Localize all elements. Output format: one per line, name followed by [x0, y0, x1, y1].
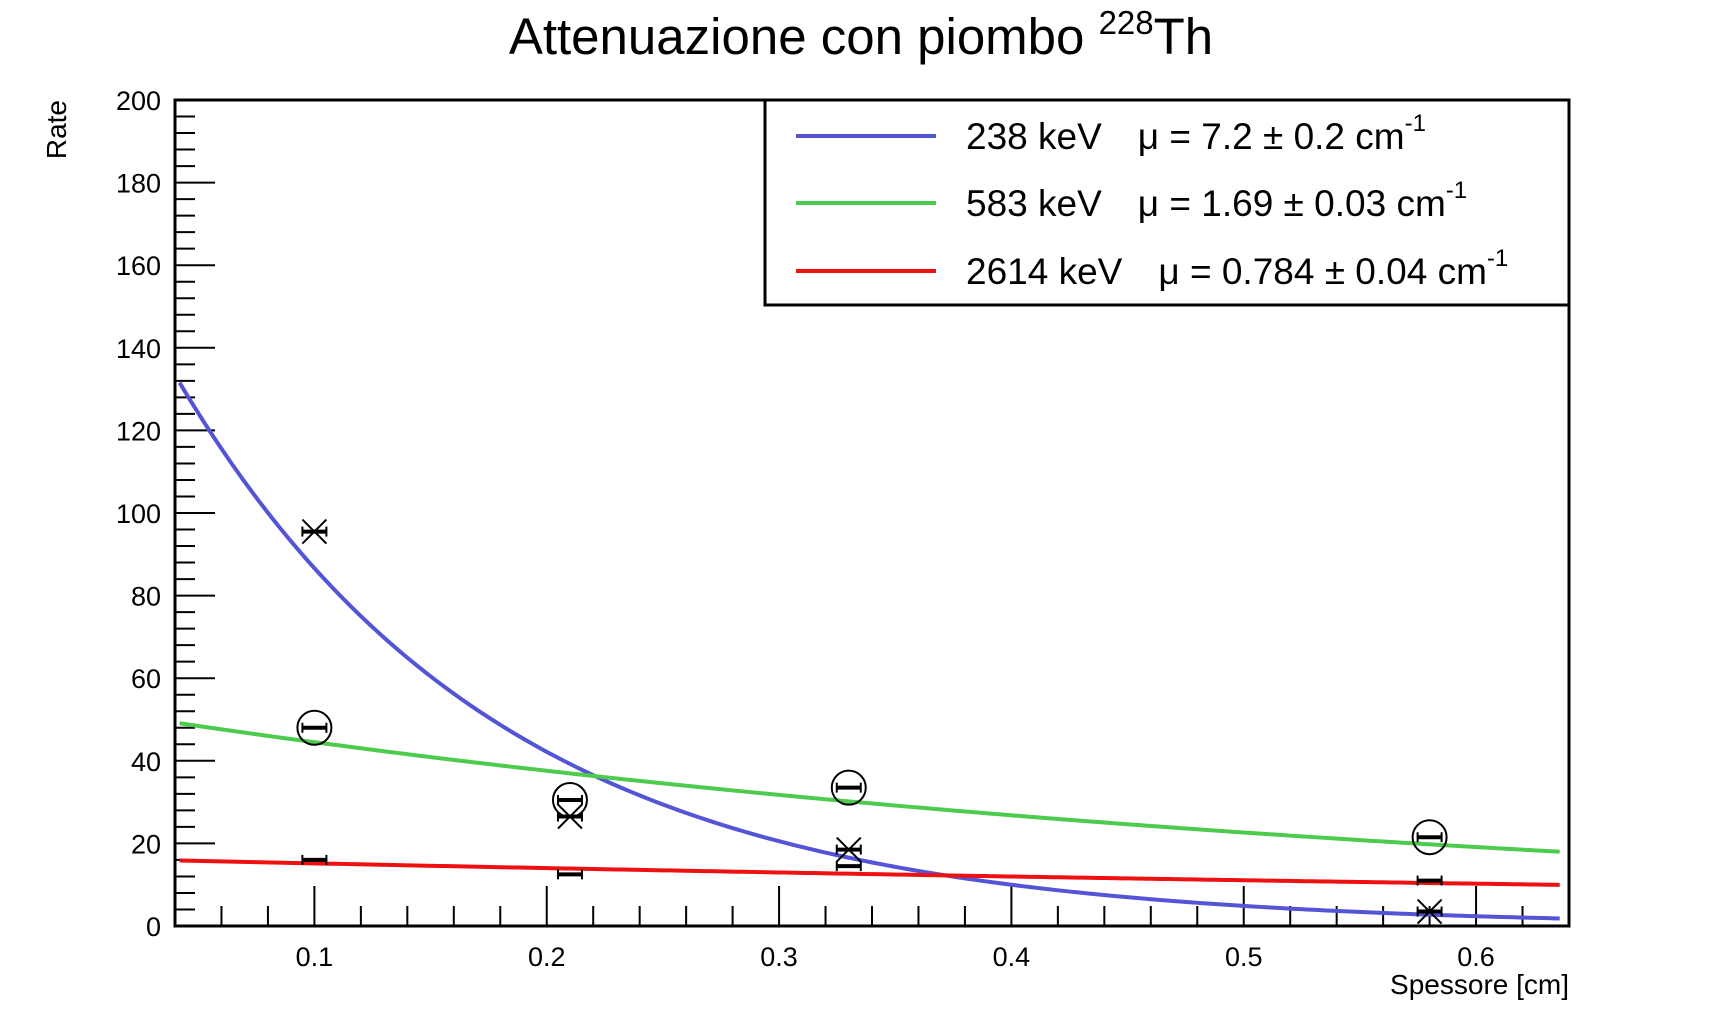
x-tick-label: 0.3	[760, 942, 798, 972]
x-axis-title: Spessore [cm]	[1390, 969, 1569, 1000]
data-point	[835, 836, 862, 863]
data-point	[1416, 898, 1443, 925]
fit-curve-2614-keV	[179, 858, 1560, 887]
y-tick-label: 200	[116, 86, 161, 116]
y-tick-label: 40	[131, 747, 161, 777]
data-point	[830, 769, 867, 806]
circle-marker	[296, 709, 333, 746]
x-tick-label: 0.4	[993, 942, 1031, 972]
y-tick-label: 20	[131, 829, 161, 859]
y-tick-label: 0	[146, 912, 161, 942]
y-tick-label: 100	[116, 499, 161, 529]
legend: 238 keV μ = 7.2 ± 0.2 cm-1 583 keV μ = 1.6…	[763, 98, 1571, 307]
circle-marker	[830, 769, 867, 806]
fit-curve-238-keV	[177, 381, 1560, 921]
data-point	[296, 709, 333, 746]
chart-title-isotope-mass: 228	[1099, 4, 1154, 41]
cross-marker	[836, 836, 862, 863]
x-tick-label: 0.1	[296, 942, 334, 972]
fit-curve-583-keV	[179, 721, 1560, 854]
data-point	[301, 518, 328, 545]
y-axis-title: Rate	[41, 100, 72, 159]
data-point	[556, 869, 583, 880]
circle-marker	[1411, 819, 1448, 856]
circle-marker	[551, 782, 588, 819]
x-tick-label: 0.2	[528, 942, 566, 972]
cross-marker	[301, 518, 328, 545]
data-point	[551, 782, 588, 819]
y-tick-label: 120	[116, 416, 161, 446]
data-points	[296, 518, 1448, 925]
axis-ticks	[174, 99, 1524, 927]
data-point	[835, 861, 862, 872]
cross-marker	[1416, 898, 1443, 925]
fit-curves	[177, 381, 1560, 921]
y-tick-label: 80	[131, 582, 161, 612]
legend-entry-583: 583 keV μ = 1.69 ± 0.03 cm-1	[966, 177, 1467, 224]
y-tick-label: 60	[131, 664, 161, 694]
chart-title-isotope-symbol: Th	[1154, 8, 1214, 65]
y-tick-label: 140	[116, 334, 161, 364]
tick-labels: 0.1 0.2 0.3 0.4 0.5 0.6 0 20 40 60 80 100 120 140 160 1…	[116, 86, 1495, 972]
legend-entry-238: 238 keV μ = 7.2 ± 0.2 cm-1	[966, 110, 1426, 157]
y-tick-label: 180	[116, 169, 161, 199]
data-point	[1411, 819, 1448, 856]
data-point	[1416, 875, 1443, 886]
x-tick-label: 0.6	[1457, 942, 1495, 972]
legend-entry-2614: 2614 keV μ = 0.784 ± 0.04 cm-1	[966, 245, 1508, 292]
x-tick-label: 0.5	[1225, 942, 1263, 972]
data-point	[301, 854, 328, 865]
y-tick-label: 160	[116, 251, 161, 281]
chart-title: Attenuazione con piombo 228Th	[509, 4, 1213, 65]
